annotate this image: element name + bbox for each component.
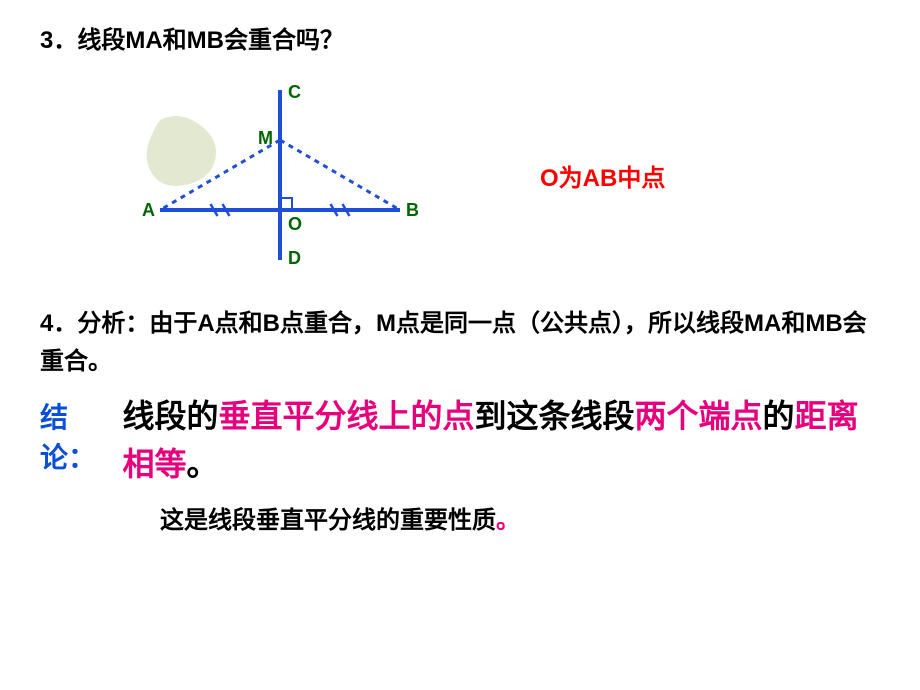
svg-text:A: A xyxy=(142,200,155,220)
svg-text:O: O xyxy=(288,214,302,234)
property-note: 这是线段垂直平分线的重要性质。 xyxy=(160,500,880,535)
note-dot: 。 xyxy=(496,507,520,534)
svg-text:M: M xyxy=(258,128,273,148)
midpoint-annotation: O为AB中点 xyxy=(540,158,665,193)
conclusion-row: 结论： 线段的垂直平分线上的点到这条线段两个端点的距离相等。 xyxy=(40,392,880,488)
concl-p7: 。 xyxy=(187,446,219,482)
concl-p4: 两个端点 xyxy=(635,398,763,434)
conclusion-text: 线段的垂直平分线上的点到这条线段两个端点的距离相等。 xyxy=(122,392,880,488)
diagram-row: A B O M C D O为AB中点 xyxy=(120,75,880,275)
svg-text:D: D xyxy=(288,248,301,268)
perpendicular-bisector-diagram: A B O M C D xyxy=(120,75,440,275)
concl-p2: 垂直平分线上的点 xyxy=(219,398,475,434)
concl-p1: 线段的 xyxy=(122,398,218,434)
concl-p5: 的 xyxy=(763,398,795,434)
conclusion-label: 结论： xyxy=(40,392,116,476)
concl-p3: 到这条线段 xyxy=(475,398,635,434)
analysis-4-text: 4．分析：由于A点和B点重合，M点是同一点（公共点），所以线段MA和MB会重合。 xyxy=(40,305,880,382)
svg-text:C: C xyxy=(288,82,301,102)
svg-text:B: B xyxy=(406,200,419,220)
note-text: 这是线段垂直平分线的重要性质 xyxy=(160,507,496,534)
question-3-heading: 3．线段MA和MB会重合吗？ xyxy=(40,20,880,55)
